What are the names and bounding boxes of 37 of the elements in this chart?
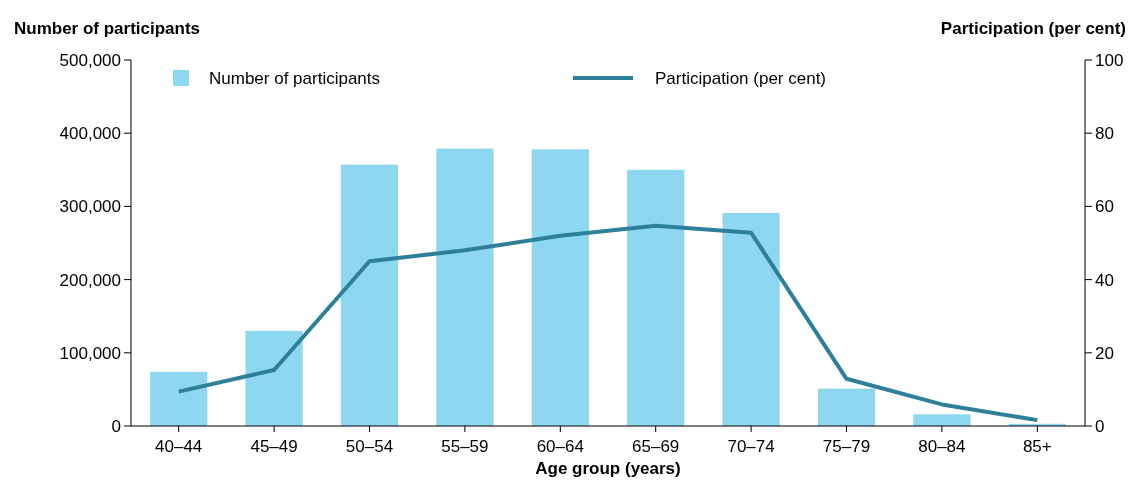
y-tick-label: 400,000 bbox=[59, 124, 121, 144]
x-tick-label: 60–64 bbox=[536, 437, 584, 456]
y2-tick-label: 20 bbox=[1095, 343, 1114, 363]
bar bbox=[627, 169, 685, 426]
line-series bbox=[176, 223, 1040, 423]
y2-tick-label: 80 bbox=[1095, 124, 1114, 144]
x-tick-label: 75–79 bbox=[822, 437, 871, 456]
x-tick-label: 45–49 bbox=[250, 437, 298, 456]
x-tick-label: 55–59 bbox=[441, 437, 489, 456]
x-tick-label: 50–54 bbox=[345, 437, 394, 456]
bar bbox=[817, 388, 876, 426]
y2-tick-label: 60 bbox=[1095, 197, 1114, 217]
legend-label: Participation (per cent) bbox=[655, 68, 827, 88]
bar bbox=[340, 164, 399, 426]
y2-tick-label: 40 bbox=[1095, 270, 1114, 290]
x-tick-label: 40–44 bbox=[155, 437, 203, 456]
y-tick-label: 100,000 bbox=[59, 343, 121, 363]
y-tick-label: 300,000 bbox=[59, 197, 121, 217]
bar bbox=[245, 330, 303, 426]
x-axis-title: Age group (years) bbox=[535, 459, 681, 478]
bar bbox=[913, 414, 971, 426]
x-tick-label: 70–74 bbox=[727, 437, 775, 456]
y-tick-label: 500,000 bbox=[59, 50, 121, 70]
y2-axis-title: Participation (per cent) bbox=[940, 19, 1126, 38]
bar bbox=[150, 371, 208, 426]
y-tick-label: 200,000 bbox=[59, 270, 121, 290]
y-axis-title: Number of participants bbox=[14, 19, 201, 38]
legend-label: Number of participants bbox=[209, 68, 381, 88]
bar bbox=[436, 148, 494, 426]
x-tick-label: 65–69 bbox=[632, 437, 680, 456]
x-tick-label: 80–84 bbox=[918, 437, 966, 456]
y-tick-label: 0 bbox=[111, 416, 121, 436]
x-tick-label: 85+ bbox=[1022, 437, 1052, 456]
bar bbox=[722, 212, 780, 426]
y2-tick-label: 100 bbox=[1095, 50, 1124, 70]
bar bbox=[531, 149, 589, 426]
y2-tick-label: 0 bbox=[1095, 416, 1105, 436]
